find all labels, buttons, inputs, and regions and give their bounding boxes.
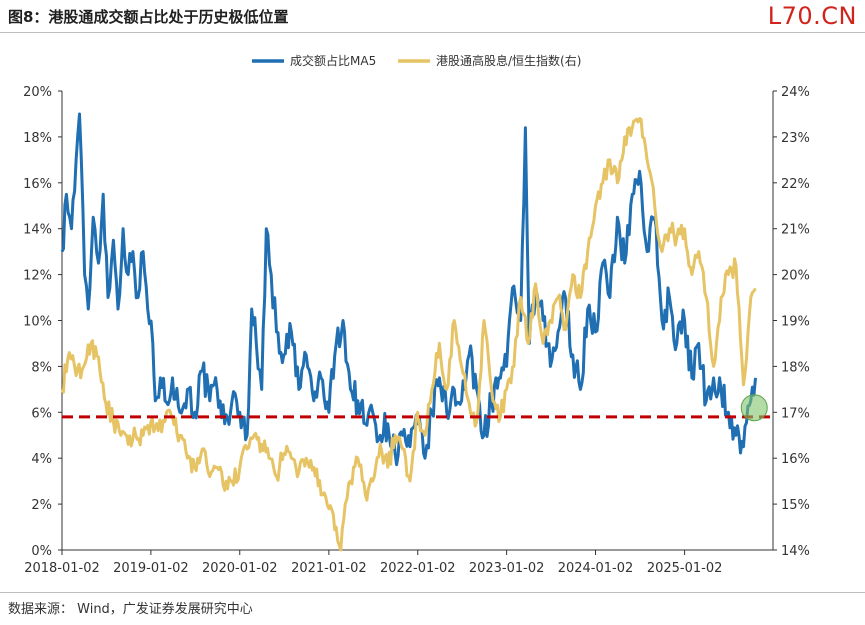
y-left-tick-label: 10% xyxy=(23,315,52,330)
y-left-tick-label: 12% xyxy=(23,269,52,284)
y-right-tick-label: 16% xyxy=(781,452,810,467)
legend-label-1: 成交额占比MA5 xyxy=(290,53,376,68)
y-left-tick-label: 14% xyxy=(23,223,52,238)
footer-divider xyxy=(0,592,865,593)
y-left-tick-label: 16% xyxy=(23,177,52,192)
source-note: 数据来源： Wind，广发证券发展研究中心 xyxy=(8,602,253,617)
y-right-tick-label: 14% xyxy=(781,544,810,559)
y-right-tick-label: 18% xyxy=(781,360,810,375)
y-right-tick-label: 23% xyxy=(781,131,810,146)
x-tick-label: 2018-01-02 xyxy=(24,561,100,576)
x-tick-label: 2021-01-02 xyxy=(291,561,367,576)
highlight-circle xyxy=(740,394,768,422)
y-right-tick-label: 24% xyxy=(781,85,810,100)
x-tick-label: 2022-01-02 xyxy=(380,561,456,576)
chart-axes: 0% 2% 4% 6% 8% 10% 12% 14% 16% 18% 20% 14% 15% 16% 17%… xyxy=(23,85,810,576)
brand-logo: L70.CN xyxy=(767,2,857,30)
y-left-tick-label: 4% xyxy=(31,452,52,467)
x-tick-label: 2020-01-02 xyxy=(202,561,278,576)
y-right-tick-label: 15% xyxy=(781,498,810,513)
chart-legend: 成交额占比MA5 港股通高股息/恒生指数(右) xyxy=(252,53,581,68)
y-left-tick-label: 0% xyxy=(31,544,52,559)
y-left-tick-label: 20% xyxy=(23,85,52,100)
y-right-tick-label: 17% xyxy=(781,406,810,421)
x-tick-label: 2023-01-02 xyxy=(469,561,545,576)
y-left-tick-label: 18% xyxy=(23,131,52,146)
series-line-1 xyxy=(60,112,757,467)
y-left-tick-label: 2% xyxy=(31,498,52,513)
title-divider xyxy=(0,32,865,33)
x-tick-label: 2025-01-02 xyxy=(647,561,723,576)
y-right-tick-label: 19% xyxy=(781,315,810,330)
chart-overlay xyxy=(62,394,773,422)
y-left-tick-label: 6% xyxy=(31,406,52,421)
x-tick-label: 2019-01-02 xyxy=(113,561,189,576)
y-right-tick-label: 22% xyxy=(781,177,810,192)
chart-series-layer xyxy=(60,112,757,552)
y-right-tick-label: 21% xyxy=(781,223,810,238)
legend-label-2: 港股通高股息/恒生指数(右) xyxy=(436,53,581,68)
chart: 成交额占比MA5 港股通高股息/恒生指数(右) 0% 2% 4% 6% 8% 10% 12% 1… xyxy=(23,53,810,576)
series-line-2 xyxy=(60,117,757,552)
y-right-tick-label: 20% xyxy=(781,269,810,284)
y-left-tick-label: 8% xyxy=(31,360,52,375)
figure-title: 图8：港股通成交额占比处于历史极低位置 xyxy=(8,8,289,26)
x-tick-label: 2024-01-02 xyxy=(558,561,634,576)
